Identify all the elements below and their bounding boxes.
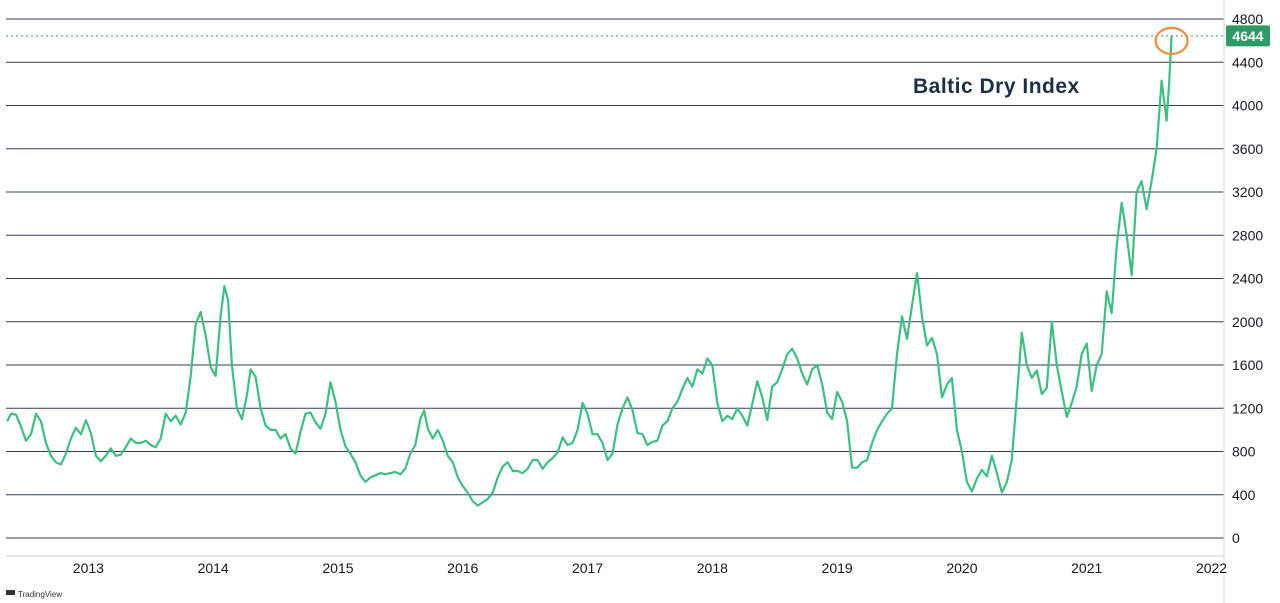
x-tick-label: 2019 (822, 560, 853, 576)
peak-highlight-circle (1154, 26, 1189, 55)
last-value-badge-label: 4644 (1232, 28, 1263, 44)
y-tick-label: 3600 (1232, 141, 1263, 157)
x-tick-label: 2022 (1196, 560, 1227, 576)
x-tick-label: 2014 (198, 560, 229, 576)
y-tick-label: 400 (1232, 487, 1256, 503)
y-tick-label: 0 (1232, 530, 1240, 546)
x-tick-label: 2018 (697, 560, 728, 576)
x-axis-tick-labels: 2013 2014 2015 2016 2017 2018 2019 2020 2021 2022 (73, 560, 1228, 576)
y-tick-label: 2000 (1232, 314, 1263, 330)
x-tick-label: 2017 (572, 560, 603, 576)
x-tick-label: 2015 (322, 560, 353, 576)
series-line (6, 35, 1173, 507)
chart-title: Baltic Dry Index (913, 75, 1080, 98)
y-tick-label: 800 (1232, 444, 1256, 460)
last-value-badge-background (1226, 25, 1270, 47)
y-tick-label: 4400 (1232, 54, 1263, 70)
y-tick-label: 2400 (1232, 271, 1263, 287)
tradingview-logo-icon (6, 590, 15, 595)
y-tick-label: 4800 (1232, 11, 1263, 27)
x-tick-label: 2016 (447, 560, 478, 576)
y-tick-label: 1200 (1232, 400, 1263, 416)
y-tick-label: 4000 (1232, 98, 1263, 114)
y-axis-tick-labels: 0 400 800 1200 1600 2000 2400 2800 3200 3600 4000 4… (1232, 11, 1263, 546)
x-tick-label: 2021 (1071, 560, 1102, 576)
y-tick-label: 2800 (1232, 227, 1263, 243)
tradingview-logo: TradingView (6, 590, 62, 599)
y-tick-label: 3200 (1232, 184, 1263, 200)
y-tick-label: 1600 (1232, 357, 1263, 373)
horizontal-gridlines (6, 18, 1224, 539)
x-tick-label: 2020 (946, 560, 977, 576)
x-tick-label: 2013 (73, 560, 104, 576)
tradingview-watermark: TradingView (18, 590, 62, 599)
last-value-badge: 4644 (1226, 25, 1270, 47)
